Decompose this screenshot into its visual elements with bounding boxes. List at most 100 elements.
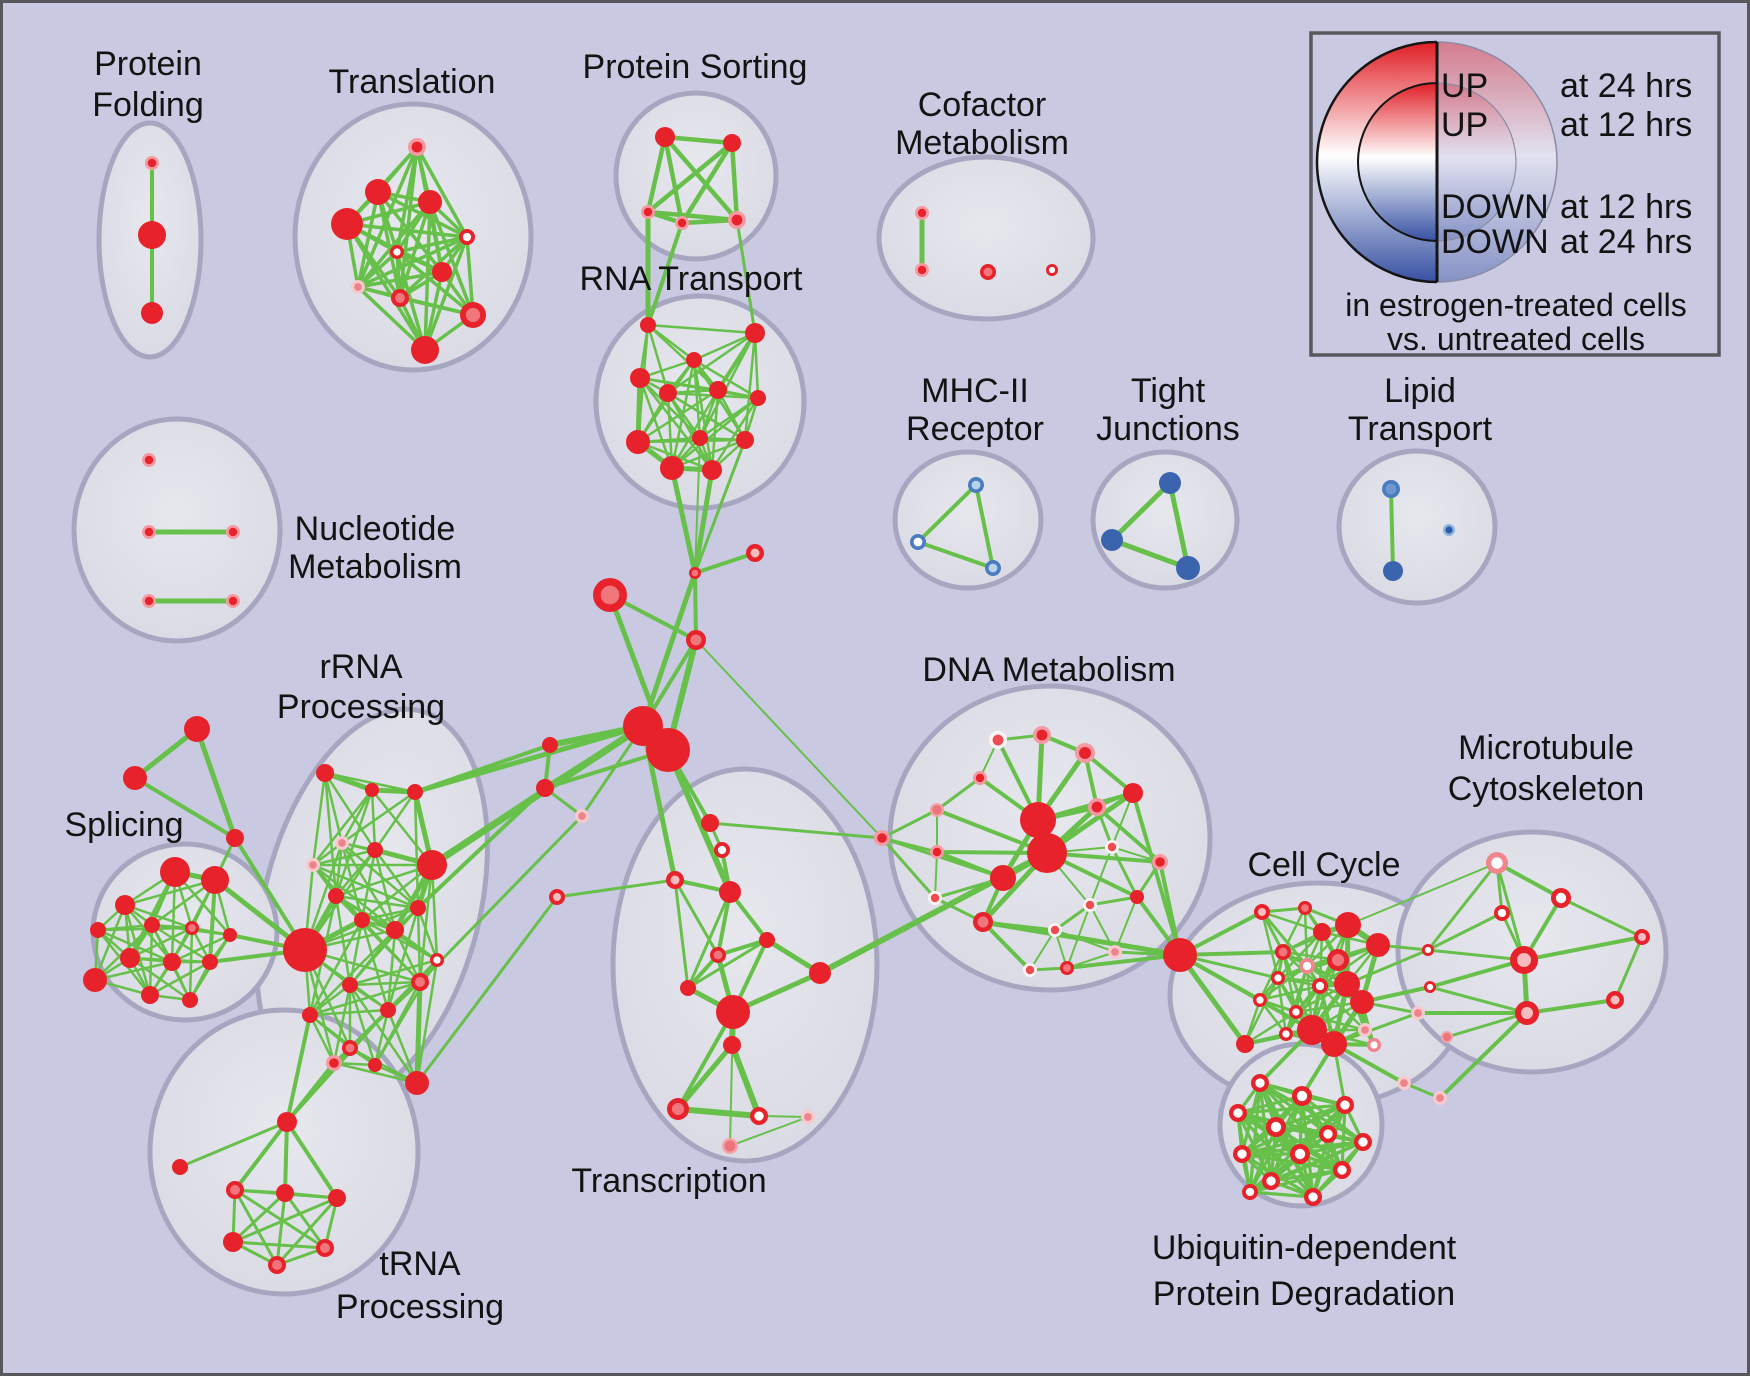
- edge-ub: [1298, 1140, 1365, 1156]
- cluster-label-sorting: Protein Sorting: [583, 48, 808, 86]
- edge-link-rna-hub: [669, 465, 698, 576]
- node-core-cofactor-3: [1048, 266, 1056, 274]
- node-core-ub-3: [1233, 1108, 1243, 1118]
- node-dna-21: [990, 865, 1016, 891]
- node-core-dna-9: [1107, 842, 1117, 852]
- node-rrna-5: [367, 842, 383, 858]
- node-core-cc-5: [1278, 947, 1288, 957]
- edge-rrna: [334, 841, 344, 898]
- edge-rrna: [393, 928, 422, 984]
- node-rna-4: [659, 384, 677, 402]
- node-core-cc-19: [1370, 1041, 1378, 1049]
- node-cc-18: [1236, 1035, 1254, 1053]
- node-hub-6: [542, 737, 558, 753]
- edge-dna: [981, 920, 1032, 972]
- node-rrna-11: [283, 928, 327, 972]
- edge-trans: [716, 938, 769, 957]
- edge-rrna: [323, 771, 377, 852]
- edge-rrna: [340, 788, 374, 845]
- edge-rrna: [340, 790, 417, 845]
- cluster-ellipse-lipid: [1336, 448, 1498, 606]
- edge-dna: [1065, 953, 1182, 970]
- edge-rrna: [323, 771, 338, 898]
- node-trna-3: [276, 1184, 294, 1202]
- edge-trna: [233, 1188, 327, 1250]
- node-folding-2: [141, 302, 163, 324]
- node-rna-2: [686, 352, 702, 368]
- node-core-cc-8: [1274, 974, 1282, 982]
- edge-ub: [1248, 1125, 1278, 1194]
- node-core-dna-14: [1085, 900, 1095, 910]
- edge-trans: [676, 1010, 735, 1111]
- network-nodes: [83, 127, 1650, 1274]
- node-core-cc-1: [1301, 904, 1309, 912]
- node-rrna-1: [365, 783, 379, 797]
- edge-trna: [285, 1120, 339, 1200]
- edge-trans: [686, 890, 732, 990]
- cluster-ellipse-tight: [1090, 449, 1240, 591]
- node-rna-8: [692, 430, 708, 446]
- edge-link-hub-rrna: [416, 786, 547, 910]
- node-core-sorting-2: [643, 207, 653, 217]
- edge-splicing: [123, 903, 194, 930]
- node-core-ub-6: [1358, 1137, 1368, 1147]
- edge-link-mtbr-mt: [1426, 861, 1499, 952]
- node-core-dna-11: [930, 893, 940, 903]
- node-core-nucleotide-0: [144, 455, 154, 465]
- edge-link-mtbr-mt: [1438, 1011, 1529, 1100]
- node-core-trans-10: [671, 1102, 685, 1116]
- edge-link-mtbr-mt: [1426, 911, 1504, 952]
- edge-rrna: [360, 918, 422, 984]
- legend-time-3: at 24 hrs: [1560, 223, 1692, 261]
- cluster-label-rna: RNA Transport: [580, 260, 804, 298]
- edge-rrna: [334, 788, 374, 898]
- node-dna-3: [1123, 783, 1143, 803]
- node-core-translation-5: [393, 248, 401, 256]
- edge-tight: [1109, 480, 1173, 543]
- node-core-rrna-4: [309, 861, 317, 869]
- node-core-cc-6: [1302, 961, 1312, 971]
- node-core-trans-12: [804, 1113, 812, 1121]
- legend-circle-outline: [1357, 82, 1438, 242]
- edge-hub: [693, 571, 698, 642]
- edge-mhc: [974, 483, 995, 570]
- node-core-mtbr-2: [1414, 1009, 1422, 1017]
- node-splicing-1: [201, 866, 229, 894]
- node-rrna-0: [316, 764, 334, 782]
- node-core-dna-8: [1091, 801, 1103, 813]
- node-core-sorting-3: [677, 218, 687, 228]
- edge-mhc: [916, 540, 995, 570]
- node-dna-19: [1020, 802, 1056, 838]
- cluster-ellipse-trna: [147, 1007, 421, 1297]
- node-core-translation-9: [465, 307, 481, 323]
- cluster-label-folding: Protein Folding: [92, 45, 204, 124]
- edge-link-mtbr-mt: [1428, 985, 1529, 1015]
- cluster-label-cofactor: Cofactor Metabolism: [895, 86, 1069, 162]
- edge-mt: [1613, 935, 1644, 1002]
- edge-rrna: [416, 906, 439, 962]
- node-core-dna-5: [932, 805, 942, 815]
- edge-rrna: [311, 788, 374, 867]
- legend-direction-3: DOWN: [1441, 223, 1549, 261]
- node-sorting-0: [655, 127, 675, 147]
- node-trans-4: [759, 932, 775, 948]
- edge-mt: [1495, 861, 1526, 962]
- edge-trans: [729, 1011, 734, 1147]
- node-splicing-11: [182, 992, 198, 1008]
- node-rna-11: [702, 460, 722, 480]
- node-rrna-8: [354, 912, 370, 928]
- node-core-hub-1: [750, 548, 760, 558]
- edge-ub: [1236, 1094, 1304, 1115]
- cluster-label-ub: Ubiquitin-dependent Protein Degradation: [1152, 1229, 1457, 1313]
- edge-rrna: [373, 1008, 390, 1067]
- edge-link-cc-mtbr: [1345, 948, 1430, 986]
- node-core-hub-3: [690, 634, 702, 646]
- node-dna-22: [1163, 938, 1197, 972]
- node-trna-1: [172, 1159, 188, 1175]
- edge-rrna: [370, 788, 434, 867]
- edge-link-hub-trans: [665, 747, 733, 895]
- node-core-sorting-4: [731, 214, 743, 226]
- node-core-mt-5: [1610, 995, 1620, 1005]
- edge-rna: [670, 438, 747, 470]
- edge-translation: [395, 250, 475, 317]
